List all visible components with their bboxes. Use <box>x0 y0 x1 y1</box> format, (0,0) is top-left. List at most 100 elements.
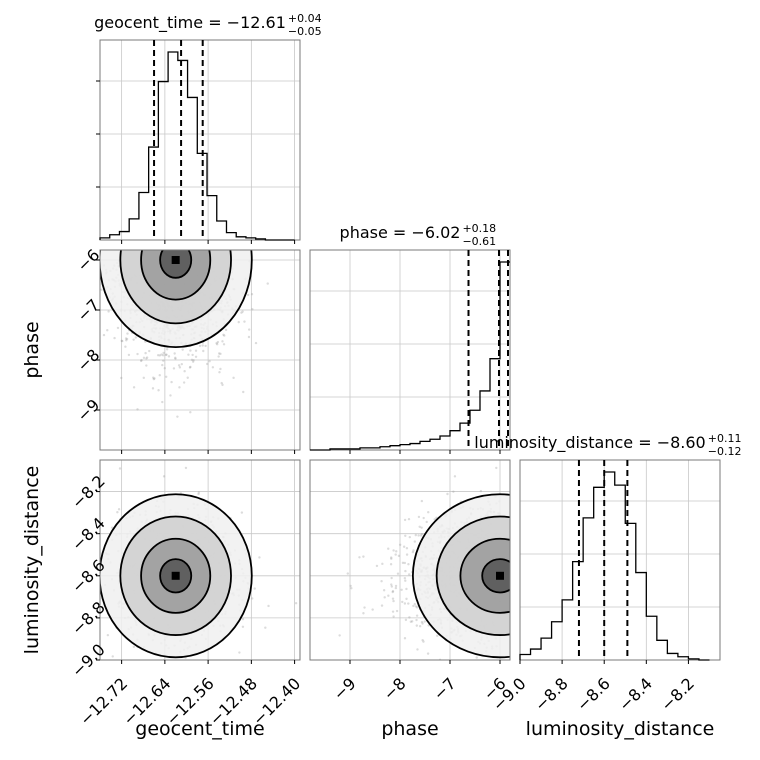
scatter-point <box>177 364 181 367</box>
title-geocent_time: geocent_time = −12.61 +0.04−0.05 <box>94 12 322 38</box>
scatter-point <box>192 666 194 668</box>
scatter-point <box>145 364 148 367</box>
scatter-point <box>158 374 161 377</box>
scatter-point <box>188 366 192 369</box>
scatter-point <box>407 517 411 521</box>
x-tick-label-phase: −8 <box>380 674 410 704</box>
scatter-point <box>338 634 341 637</box>
scatter-point <box>251 597 254 600</box>
scatter-point <box>425 520 428 524</box>
scatter-point <box>219 352 222 356</box>
scatter-point <box>204 344 207 348</box>
scatter-point <box>266 282 269 285</box>
contour-3 <box>159 558 193 594</box>
scatter-point <box>223 334 226 337</box>
scatter-point <box>178 386 181 389</box>
scatter-point <box>169 394 172 397</box>
scatter-point <box>422 640 425 643</box>
scatter-point <box>173 352 176 355</box>
panel-frame <box>99 249 301 451</box>
y-tick-label-phase: −8 <box>73 345 103 375</box>
scatter-point <box>240 511 244 514</box>
scatter-point <box>363 606 366 609</box>
scatter-point <box>243 320 246 323</box>
scatter-point <box>246 666 248 668</box>
scatter-point <box>421 638 424 642</box>
scatter-point <box>405 597 408 601</box>
scatter-point <box>350 587 353 590</box>
scatter-point <box>408 616 411 619</box>
scatter-point <box>164 375 168 379</box>
scatter-point <box>294 602 298 605</box>
scatter-point <box>403 561 407 565</box>
scatter-point <box>267 604 270 608</box>
scatter-point <box>242 390 245 394</box>
scatter-point <box>161 363 164 367</box>
scatter-point <box>121 339 124 343</box>
title-plus-phase: +0.18 <box>462 222 496 235</box>
scatter-point <box>391 597 395 600</box>
panel-phase-vs-luminosity_distance <box>309 459 511 664</box>
y-axis-label-luminosity_distance: luminosity_distance <box>21 466 43 655</box>
scatter-point <box>125 339 128 342</box>
scatter-point <box>417 515 421 519</box>
title-minus-phase: −0.61 <box>462 235 496 248</box>
scatter-point <box>382 589 386 592</box>
density-peak <box>171 256 180 264</box>
scatter-point <box>375 564 379 568</box>
title-minus-geocent_time: −0.05 <box>288 25 322 38</box>
contour-1 <box>119 515 232 636</box>
scatter-point <box>446 492 449 496</box>
scatter-point <box>124 337 128 340</box>
scatter-point <box>134 336 138 339</box>
scatter-point <box>414 605 418 608</box>
panel-phase-vs-phase <box>309 249 511 454</box>
scatter-point <box>158 354 162 357</box>
scatter-point <box>404 569 407 573</box>
scatter-point <box>189 349 192 352</box>
scatter-point <box>152 376 155 379</box>
x-tick-label-luminosity_distance: −8.8 <box>531 674 572 715</box>
scatter-point <box>435 634 439 637</box>
scatter-point <box>120 376 123 380</box>
scatter-point <box>157 389 160 392</box>
scatter-point <box>410 620 414 623</box>
density-peak <box>496 571 504 580</box>
scatter-point <box>403 602 407 605</box>
scatter-point <box>221 340 224 343</box>
scatter-point <box>126 332 129 335</box>
scatter-point <box>182 381 186 384</box>
scatter-point <box>183 369 186 373</box>
scatter-point <box>479 489 483 493</box>
scatter-point <box>422 516 425 520</box>
scatter-point <box>418 525 421 529</box>
scatter-point <box>206 362 209 366</box>
scatter-point <box>132 386 136 389</box>
scatter-point <box>144 351 147 355</box>
scatter-point <box>408 535 411 539</box>
scatter-point <box>184 466 188 470</box>
scatter-point <box>140 358 143 362</box>
scatter-point <box>413 540 417 543</box>
scatter-point <box>237 320 240 324</box>
scatter-point <box>192 359 195 362</box>
scatter-point <box>390 585 394 588</box>
scatter-point <box>427 511 430 514</box>
scatter-point <box>412 549 415 552</box>
scatter-point <box>392 599 395 603</box>
scatter-point <box>117 508 121 511</box>
scatter-point <box>139 359 143 363</box>
scatter-point <box>132 338 135 341</box>
y-tick-label-phase: −7 <box>73 295 103 325</box>
scatter-point <box>395 550 398 553</box>
scatter-point <box>398 543 402 547</box>
panel-frame <box>519 459 721 661</box>
scatter-point <box>401 600 404 604</box>
panel-inner <box>338 466 510 660</box>
scatter-point <box>167 355 171 358</box>
scatter-point <box>404 618 408 622</box>
scatter-point <box>405 547 409 550</box>
title-main-phase: phase = −6.02 <box>340 223 461 242</box>
